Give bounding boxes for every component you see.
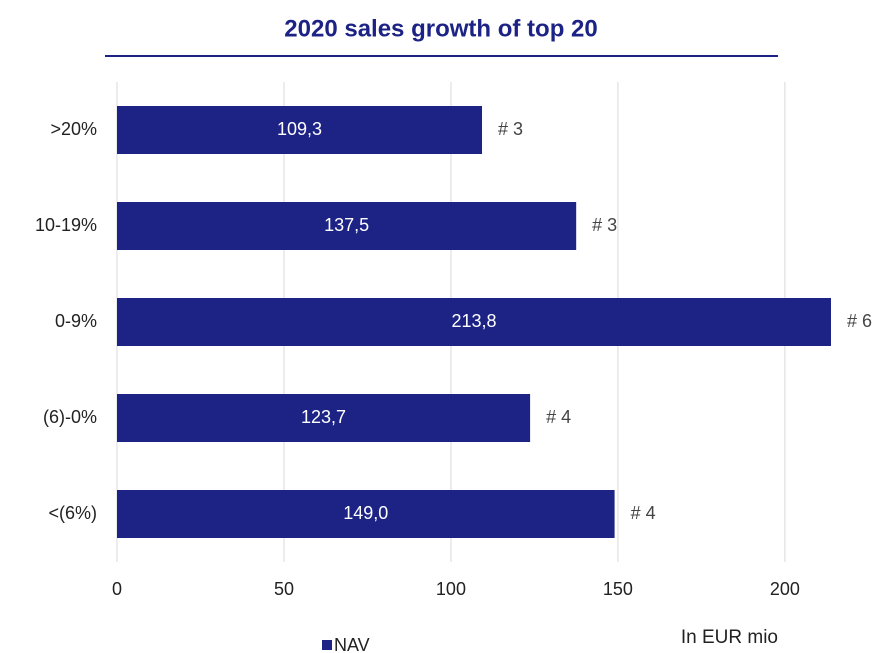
- y-tick-label: <(6%): [48, 503, 97, 523]
- bar: [117, 298, 831, 346]
- value-label: 149,0: [343, 503, 388, 523]
- unit-note: In EUR mio: [681, 627, 778, 648]
- value-label: 109,3: [277, 119, 322, 139]
- count-label: # 4: [546, 407, 571, 427]
- y-tick-label: 0-9%: [55, 311, 97, 331]
- bar: [117, 106, 483, 154]
- bar: [117, 490, 615, 538]
- count-label: # 3: [498, 119, 523, 139]
- x-tick-label: 0: [112, 579, 122, 599]
- bar: [117, 202, 577, 250]
- chart-title: 2020 sales growth of top 20: [284, 15, 597, 42]
- x-tick-label: 200: [770, 579, 800, 599]
- y-tick-label: >20%: [50, 119, 97, 139]
- x-tick-label: 150: [603, 579, 633, 599]
- count-label: # 6: [847, 311, 872, 331]
- y-tick-label: (6)-0%: [43, 407, 97, 427]
- count-label: # 4: [631, 503, 656, 523]
- x-tick-label: 100: [436, 579, 466, 599]
- legend-label: NAV: [334, 635, 370, 653]
- y-tick-label: 10-19%: [35, 215, 97, 235]
- bar: [117, 394, 531, 442]
- legend-swatch: [322, 640, 332, 650]
- x-tick-label: 50: [274, 579, 294, 599]
- value-label: 137,5: [324, 215, 369, 235]
- count-label: # 3: [592, 215, 617, 235]
- value-label: 123,7: [301, 407, 346, 427]
- value-label: 213,8: [451, 311, 496, 331]
